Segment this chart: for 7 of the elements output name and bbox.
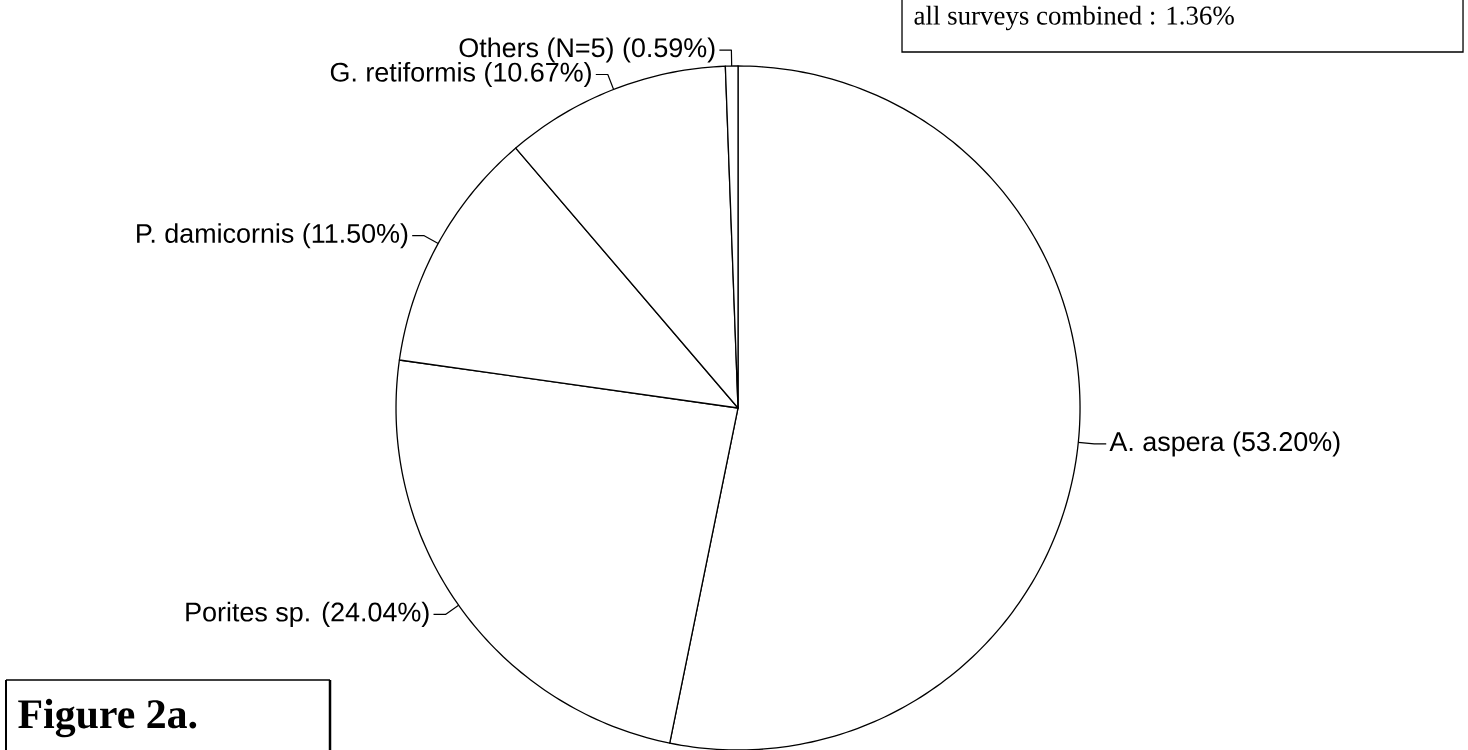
slice-label: Porites sp. (24.04%) bbox=[186, 601, 429, 627]
text: Figure 2a. bbox=[18, 698, 197, 738]
slice-label: Others (N=5) (0.59%) bbox=[459, 37, 715, 63]
text: all surveys combined : 1.36% bbox=[914, 5, 1234, 31]
slice-label: P. damicornis (11.50%) bbox=[137, 223, 408, 249]
slice-label: G. retiformis (10.67%) bbox=[330, 61, 591, 88]
slice-label: A. aspera (53.20%) bbox=[1109, 431, 1340, 457]
